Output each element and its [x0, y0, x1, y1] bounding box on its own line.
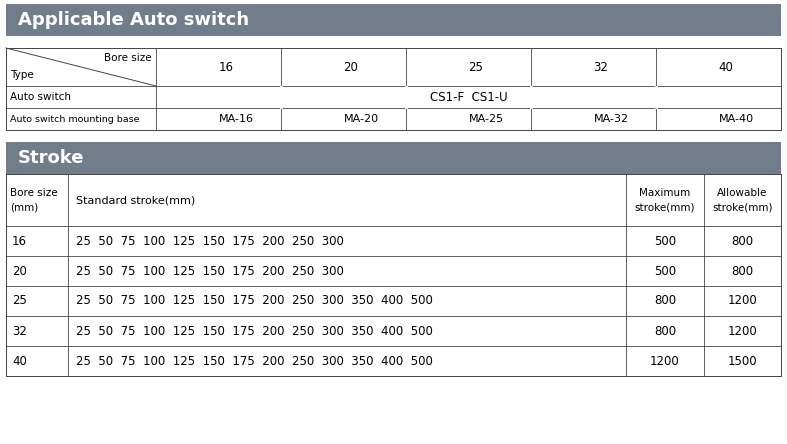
Bar — [6, 142, 781, 174]
Text: MA-40: MA-40 — [719, 114, 754, 124]
Text: Auto switch: Auto switch — [10, 92, 71, 102]
Text: Maximum: Maximum — [639, 188, 691, 198]
Text: stroke(mm): stroke(mm) — [712, 202, 773, 212]
Text: 40: 40 — [719, 60, 733, 74]
Text: 25  50  75  100  125  150  175  200  250  300  350  400  500: 25 50 75 100 125 150 175 200 250 300 350… — [76, 294, 433, 308]
Text: MA-32: MA-32 — [593, 114, 629, 124]
Text: 25  50  75  100  125  150  175  200  250  300  350  400  500: 25 50 75 100 125 150 175 200 250 300 350… — [76, 325, 433, 337]
Text: Bore size: Bore size — [10, 188, 57, 198]
Text: stroke(mm): stroke(mm) — [635, 202, 695, 212]
Text: 25: 25 — [468, 60, 483, 74]
Text: 1500: 1500 — [728, 354, 757, 368]
Text: 500: 500 — [654, 234, 676, 247]
Text: Stroke: Stroke — [18, 149, 84, 167]
Text: 25  50  75  100  125  150  175  200  250  300: 25 50 75 100 125 150 175 200 250 300 — [76, 265, 344, 278]
Text: Bore size: Bore size — [105, 53, 152, 63]
Text: MA-16: MA-16 — [219, 114, 253, 124]
Text: 1200: 1200 — [728, 325, 757, 337]
Text: 20: 20 — [12, 265, 27, 278]
Text: Auto switch mounting base: Auto switch mounting base — [10, 115, 139, 123]
Text: 1200: 1200 — [650, 354, 680, 368]
Text: 1200: 1200 — [728, 294, 757, 308]
Text: 800: 800 — [654, 294, 676, 308]
Text: 800: 800 — [731, 265, 754, 278]
Text: Applicable Auto switch: Applicable Auto switch — [18, 11, 249, 29]
Text: 16: 16 — [219, 60, 234, 74]
Text: 25  50  75  100  125  150  175  200  250  300  350  400  500: 25 50 75 100 125 150 175 200 250 300 350… — [76, 354, 433, 368]
Text: MA-20: MA-20 — [343, 114, 379, 124]
Bar — [6, 48, 781, 130]
Text: Type: Type — [10, 70, 34, 80]
Text: 32: 32 — [593, 60, 608, 74]
Text: 25  50  75  100  125  150  175  200  250  300: 25 50 75 100 125 150 175 200 250 300 — [76, 234, 344, 247]
Text: (mm): (mm) — [10, 202, 39, 212]
Text: 500: 500 — [654, 265, 676, 278]
Text: CS1-F  CS1-U: CS1-F CS1-U — [430, 91, 508, 103]
Text: 32: 32 — [12, 325, 27, 337]
Text: 20: 20 — [343, 60, 358, 74]
Text: 40: 40 — [12, 354, 27, 368]
Text: 800: 800 — [731, 234, 754, 247]
Text: Standard stroke(mm): Standard stroke(mm) — [76, 195, 195, 205]
Bar — [6, 4, 781, 36]
Text: Allowable: Allowable — [717, 188, 767, 198]
Text: 25: 25 — [12, 294, 27, 308]
Bar — [6, 174, 781, 376]
Text: MA-25: MA-25 — [468, 114, 504, 124]
Text: 800: 800 — [654, 325, 676, 337]
Text: 16: 16 — [12, 234, 27, 247]
